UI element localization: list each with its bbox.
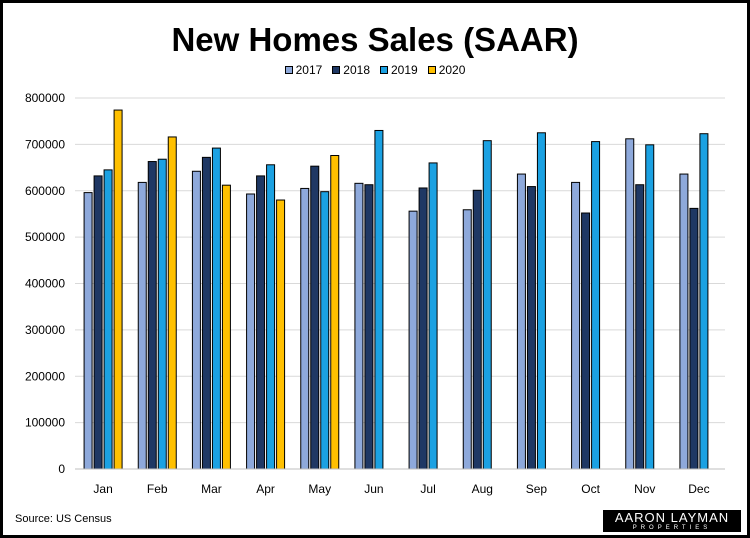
bar-2020-May bbox=[330, 155, 340, 470]
bar-2018-Jun bbox=[364, 184, 374, 470]
y-tick-label: 0 bbox=[58, 462, 65, 476]
bar-2017-Dec bbox=[679, 173, 689, 470]
logo-sub-text: PROPERTIES bbox=[632, 525, 712, 531]
legend-swatch bbox=[380, 66, 388, 74]
bar-2017-Jul bbox=[408, 210, 418, 470]
legend-label: 2017 bbox=[295, 63, 323, 77]
x-tick-label: May bbox=[308, 482, 331, 496]
bar-2019-Oct bbox=[591, 141, 601, 470]
y-tick-label: 300000 bbox=[25, 323, 65, 337]
bar-2018-Feb bbox=[147, 161, 157, 470]
bar-2019-Sep bbox=[536, 132, 546, 470]
bar-2018-Aug bbox=[472, 189, 482, 470]
bar-2018-Mar bbox=[201, 156, 211, 470]
x-tick-label: Jan bbox=[93, 482, 112, 496]
legend-label: 2019 bbox=[391, 63, 418, 77]
bar-2019-May bbox=[320, 191, 330, 470]
legend-swatch bbox=[427, 66, 436, 74]
x-tick-label: Jul bbox=[420, 482, 435, 496]
legend-label: 2018 bbox=[343, 63, 370, 77]
bar-2019-Jul bbox=[428, 162, 438, 470]
x-tick-label: Oct bbox=[581, 482, 600, 496]
legend-label: 2020 bbox=[438, 63, 466, 77]
bar-2019-Dec bbox=[699, 133, 709, 470]
bar-2017-May bbox=[300, 187, 310, 470]
chart-title: New Homes Sales (SAAR) bbox=[171, 21, 579, 58]
bar-2019-Aug bbox=[482, 140, 492, 470]
bar-2017-Feb bbox=[137, 181, 147, 470]
bar-2019-Jun bbox=[374, 129, 384, 470]
bar-2018-Nov bbox=[635, 184, 645, 470]
legend-item-2018: 2018 bbox=[332, 63, 370, 77]
legend-swatch bbox=[284, 66, 293, 74]
legend-swatch bbox=[332, 66, 341, 74]
y-tick-label: 500000 bbox=[25, 230, 65, 244]
bar-2018-Jan bbox=[93, 175, 103, 470]
bar-2020-Apr bbox=[276, 199, 286, 470]
x-tick-label: Nov bbox=[634, 482, 655, 496]
company-logo: AARON LAYMAN PROPERTIES bbox=[603, 510, 741, 532]
x-tick-label: Sep bbox=[526, 482, 548, 496]
y-tick-label: 100000 bbox=[25, 416, 65, 430]
bar-2017-Oct bbox=[571, 181, 581, 470]
bar-2019-Jan bbox=[103, 169, 113, 470]
bar-2017-Apr bbox=[246, 193, 256, 470]
x-tick-label: Mar bbox=[201, 482, 222, 496]
bar-2019-Feb bbox=[157, 158, 167, 470]
legend-item-2017: 2017 bbox=[284, 63, 323, 77]
bar-2018-Dec bbox=[689, 207, 699, 470]
y-tick-label: 600000 bbox=[25, 184, 65, 198]
x-tick-label: Aug bbox=[472, 482, 493, 496]
x-tick-label: Dec bbox=[688, 482, 709, 496]
bar-2019-Nov bbox=[645, 144, 655, 470]
logo-main-text: AARON LAYMAN bbox=[614, 510, 730, 525]
bar-2020-Jan bbox=[113, 109, 123, 470]
bar-2017-Jan bbox=[83, 192, 93, 470]
y-tick-label: 400000 bbox=[25, 277, 65, 291]
y-tick-label: 800000 bbox=[25, 91, 65, 105]
legend-item-2019: 2019 bbox=[380, 63, 418, 77]
x-tick-label: Apr bbox=[256, 482, 275, 496]
bar-2018-Jul bbox=[418, 187, 428, 470]
legend-item-2020: 2020 bbox=[427, 63, 466, 77]
x-tick-label: Jun bbox=[364, 482, 383, 496]
bar-chart: 0 100000 200000 300000 400000 500000 600000 700… bbox=[25, 91, 725, 496]
bar-2018-Oct bbox=[581, 212, 591, 470]
chart-legend: 2017 2018 2019 2020 bbox=[3, 63, 747, 77]
bar-2017-Sep bbox=[516, 173, 526, 470]
y-tick-label: 700000 bbox=[25, 137, 65, 151]
source-note: Source: US Census bbox=[15, 513, 112, 525]
bar-2019-Mar bbox=[211, 147, 221, 470]
bar-2018-Apr bbox=[256, 175, 266, 470]
bar-2018-May bbox=[310, 165, 320, 470]
bar-2019-Apr bbox=[266, 164, 276, 470]
bar-2018-Sep bbox=[526, 186, 536, 470]
bar-2017-Aug bbox=[462, 209, 472, 470]
bar-2017-Mar bbox=[191, 170, 201, 470]
x-tick-label: Feb bbox=[147, 482, 168, 496]
bar-2020-Mar bbox=[221, 184, 231, 470]
bar-2017-Nov bbox=[625, 138, 635, 470]
y-tick-label: 200000 bbox=[25, 369, 65, 383]
bar-2020-Feb bbox=[167, 136, 177, 470]
bar-2017-Jun bbox=[354, 182, 364, 470]
